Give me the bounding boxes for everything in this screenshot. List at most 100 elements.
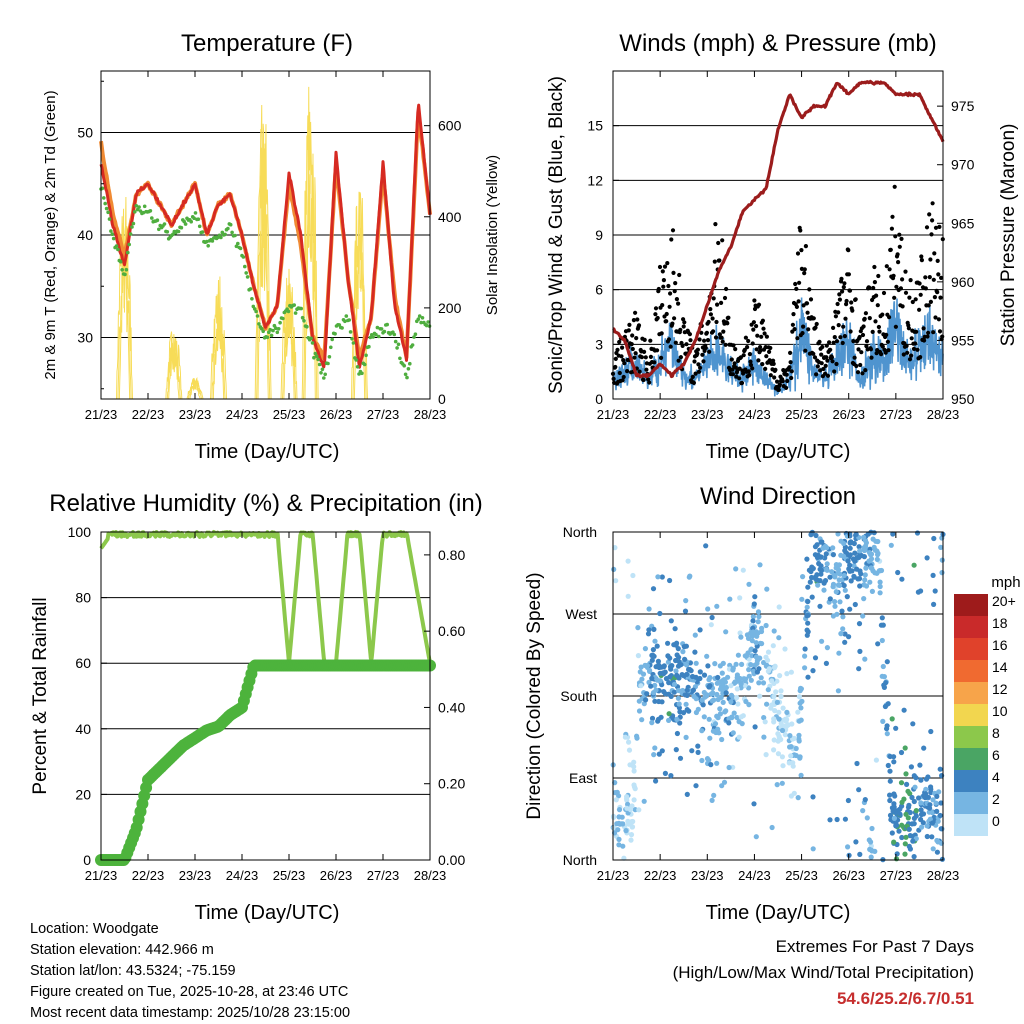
direction-point [902,851,908,857]
direction-point [738,681,744,687]
direction-point [731,710,737,716]
y-tick-label: 0 [595,391,603,407]
gust-point [620,378,625,383]
direction-point [793,752,799,759]
legend-swatch [954,638,988,660]
gust-point [936,272,941,277]
direction-point [899,799,905,805]
direction-point [889,830,895,836]
gust-point [871,285,876,291]
direction-point [857,851,863,858]
direction-point [676,654,682,660]
direction-point [860,808,866,814]
dewpoint-point [130,225,134,229]
gust-point [802,267,807,272]
dewpoint-point [255,314,260,318]
direction-point [823,566,829,572]
direction-point [930,797,936,803]
direction-point [651,752,657,758]
solar-line [254,104,269,400]
dewpoint-point [205,239,209,244]
direction-point [625,593,631,599]
dewpoint-point [286,309,291,314]
gust-point [655,315,660,321]
direction-point [734,686,740,692]
direction-point [624,805,630,811]
direction-point [626,739,632,745]
direction-point [695,743,701,749]
direction-point [754,669,761,675]
direction-ticks: 21/23 22/23 23/23 24/23 25/23 26/23 27/23 28/23… [560,524,959,883]
direction-point [612,545,618,551]
station-info: Location: Woodgate Station elevation: 44… [30,919,350,1024]
direction-point [857,648,863,655]
direction-point [920,811,927,817]
direction-point [675,695,682,701]
right-tick-label: 965 [951,215,975,231]
x-tick-label: 21/23 [85,868,118,883]
dewpoint-point [268,327,273,332]
direction-point [818,567,825,573]
direction-point [714,680,720,686]
gust-point [804,301,810,306]
direction-point [791,735,797,742]
gust-point [682,320,687,325]
dewpoint-point [245,275,250,279]
gust-point [673,340,678,345]
direction-point [847,606,853,612]
direction-point [679,672,685,678]
direction-point [879,615,885,621]
direction-point [928,728,934,735]
direction-point [873,757,880,763]
direction-point [693,709,700,716]
direction-point [921,745,927,751]
legend-label: 0 [992,813,1000,829]
direction-point [909,821,915,827]
direction-point [799,596,805,602]
direction-point [676,701,682,707]
legend-label: 6 [992,747,1000,763]
gust-point [743,335,749,340]
gust-point [833,314,839,319]
direction-point [875,641,881,647]
gust-point [646,377,651,382]
gust-point [756,358,761,363]
direction-point [665,640,671,646]
station-latlon: Station lat/lon: 43.5324; -75.159 [30,963,236,979]
direction-point [726,764,732,771]
direction-point [914,530,921,536]
direction-point [752,594,758,600]
gust-point [864,339,870,344]
direction-point [936,789,942,795]
y-tick-label: 40 [75,721,91,737]
gust-point [747,352,753,357]
dewpoint-point [367,344,371,349]
dewpoint-point [364,353,368,358]
gust-point [715,302,720,307]
direction-point [875,538,881,545]
dewpoint-point [330,337,335,342]
gust-point [890,214,895,219]
direction-point [765,687,771,693]
direction-point [678,662,684,668]
direction-point [625,558,631,564]
direction-point [868,552,874,558]
direction-point [673,668,679,674]
direction-point [780,705,786,711]
dewpoint-point [171,232,175,237]
dewpoint-point [124,267,129,272]
direction-point [756,614,762,620]
direction-point [761,734,767,740]
gust-point [932,295,938,300]
direction-point [837,599,843,605]
direction-point [768,705,774,711]
direction-point [699,697,705,703]
direction-point [782,646,788,652]
direction-point [846,634,852,640]
gust-point [905,350,910,355]
y-tick-label: 50 [77,125,93,141]
gust-point [716,240,721,246]
y-tick-label: 9 [595,227,603,243]
winds-right-label: Station Pressure (Maroon) [998,124,1019,347]
direction-point [680,649,686,655]
